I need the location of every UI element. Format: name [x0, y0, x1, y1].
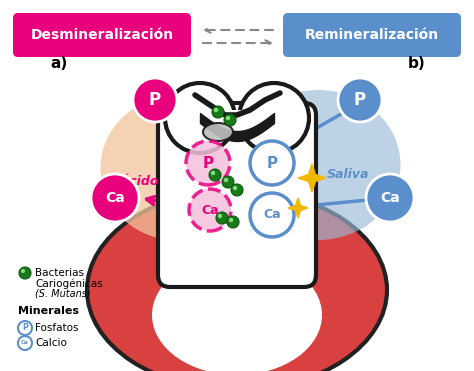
- Circle shape: [218, 214, 222, 218]
- Circle shape: [216, 212, 228, 224]
- Text: P: P: [354, 91, 366, 109]
- Text: P: P: [202, 155, 214, 171]
- Text: Ca: Ca: [380, 191, 400, 205]
- Circle shape: [229, 218, 233, 222]
- Circle shape: [186, 141, 230, 185]
- Polygon shape: [288, 198, 308, 218]
- Circle shape: [133, 78, 177, 122]
- Text: a): a): [50, 56, 67, 71]
- FancyBboxPatch shape: [283, 13, 461, 57]
- Circle shape: [211, 171, 215, 175]
- Polygon shape: [298, 164, 326, 192]
- Text: Remineralización: Remineralización: [305, 28, 439, 42]
- Text: Ca: Ca: [105, 191, 125, 205]
- Circle shape: [18, 321, 32, 335]
- Circle shape: [209, 169, 221, 181]
- Ellipse shape: [236, 90, 401, 240]
- Circle shape: [250, 193, 294, 237]
- Circle shape: [231, 184, 243, 196]
- Text: Desmineralización: Desmineralización: [30, 28, 173, 42]
- FancyBboxPatch shape: [13, 13, 191, 57]
- Circle shape: [91, 174, 139, 222]
- Text: Ca: Ca: [21, 341, 29, 345]
- Text: Ácido: Ácido: [121, 175, 159, 188]
- Circle shape: [239, 83, 309, 153]
- Text: Bacterias: Bacterias: [35, 268, 84, 278]
- Text: b): b): [408, 56, 426, 71]
- Text: P: P: [22, 324, 28, 332]
- Text: Fosfatos: Fosfatos: [35, 323, 79, 333]
- Text: Ca: Ca: [201, 204, 219, 217]
- Circle shape: [224, 178, 228, 182]
- Circle shape: [18, 336, 32, 350]
- Circle shape: [224, 114, 236, 126]
- Circle shape: [250, 141, 294, 185]
- Circle shape: [19, 267, 31, 279]
- Text: Minerales: Minerales: [18, 306, 79, 316]
- Ellipse shape: [203, 123, 233, 141]
- Text: Ca: Ca: [263, 209, 281, 221]
- Circle shape: [226, 116, 230, 120]
- FancyBboxPatch shape: [200, 110, 274, 140]
- Text: P: P: [266, 155, 278, 171]
- Circle shape: [189, 189, 231, 231]
- Circle shape: [214, 108, 218, 112]
- Circle shape: [212, 106, 224, 118]
- Text: Cariogénicas: Cariogénicas: [35, 279, 103, 289]
- Ellipse shape: [100, 95, 255, 240]
- Circle shape: [222, 176, 234, 188]
- Circle shape: [227, 216, 239, 228]
- Circle shape: [338, 78, 382, 122]
- Text: (S. Mutans): (S. Mutans): [35, 289, 91, 299]
- Text: Calcio: Calcio: [35, 338, 67, 348]
- Ellipse shape: [87, 190, 387, 371]
- Circle shape: [21, 269, 25, 273]
- Ellipse shape: [152, 255, 322, 371]
- FancyBboxPatch shape: [158, 103, 316, 287]
- Circle shape: [366, 174, 414, 222]
- Circle shape: [233, 186, 237, 190]
- Text: Saliva: Saliva: [327, 168, 369, 181]
- Text: P: P: [149, 91, 161, 109]
- Circle shape: [165, 83, 235, 153]
